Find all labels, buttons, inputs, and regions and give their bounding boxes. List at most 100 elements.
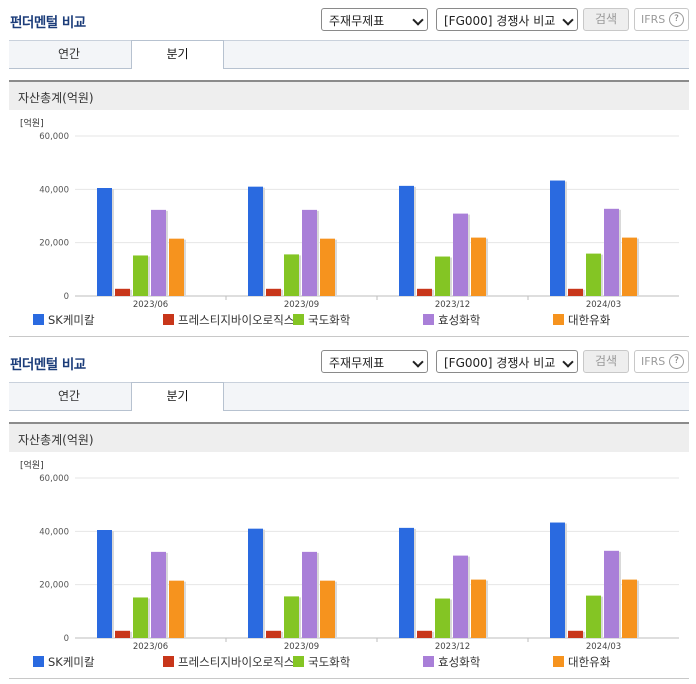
legend-label: 국도화학 xyxy=(308,655,351,669)
legend-label: SK케미칼 xyxy=(48,655,95,669)
bar xyxy=(97,188,112,296)
bar-chart: [억원] 0 20,000 40,000 60,000 2023/06 2023/09 202… xyxy=(20,117,679,310)
statement-select-value: 주재무제표 xyxy=(329,356,385,370)
bar xyxy=(169,238,184,296)
legend-swatch xyxy=(293,656,304,667)
legend-swatch xyxy=(423,314,434,325)
ifrs-label: IFRS xyxy=(641,355,666,368)
legend-swatch xyxy=(553,314,564,325)
legend-swatch xyxy=(163,656,174,667)
legend-swatch xyxy=(553,656,564,667)
bar xyxy=(604,208,619,296)
bar xyxy=(302,209,317,296)
y-tick-label: 0 xyxy=(64,634,69,644)
fundamental-panel-1: 펀더멘털 비교 주재무제표 [FG000] 경쟁사 비교 검색 IFRS ? 연… xyxy=(9,8,689,337)
compare-select[interactable]: [FG000] 경쟁사 비교 xyxy=(436,350,578,373)
tab-annual[interactable]: 연간 xyxy=(57,47,81,61)
bar xyxy=(97,530,112,638)
search-button[interactable]: 검색 xyxy=(583,8,629,31)
x-tick-label: 2023/06 xyxy=(133,300,168,310)
bar xyxy=(453,555,468,638)
period-tabs: 연간 분기 xyxy=(9,40,689,69)
y-tick-label: 40,000 xyxy=(39,185,69,195)
bar xyxy=(266,630,281,638)
y-tick-label: 20,000 xyxy=(39,239,69,249)
x-tick-label: 2023/09 xyxy=(284,300,319,310)
y-tick-label: 0 xyxy=(64,292,69,302)
unit-label: [억원] xyxy=(20,459,44,471)
bar xyxy=(284,596,299,638)
legend-label: 효성화학 xyxy=(438,655,481,669)
bar xyxy=(115,288,130,296)
y-tick-label: 20,000 xyxy=(39,581,69,591)
legend-swatch xyxy=(33,314,44,325)
bar xyxy=(417,630,432,638)
bar xyxy=(248,186,263,296)
legend-label: SK케미칼 xyxy=(48,313,95,327)
x-tick-label: 2024/03 xyxy=(586,300,621,310)
section-header: 자산총계(억원) xyxy=(9,80,689,110)
bar xyxy=(320,580,335,638)
chevron-down-icon xyxy=(562,356,574,368)
period-tabs: 연간 분기 xyxy=(9,382,689,411)
statement-select[interactable]: 주재무제표 xyxy=(321,350,428,373)
tab-quarter[interactable]: 분기 xyxy=(131,40,224,69)
search-button[interactable]: 검색 xyxy=(583,350,629,373)
bar xyxy=(133,597,148,638)
bar xyxy=(399,527,414,638)
bar xyxy=(435,598,450,638)
bar xyxy=(133,255,148,296)
help-icon[interactable]: ? xyxy=(669,12,684,27)
bar xyxy=(284,254,299,296)
bar-chart: [억원] 0 20,000 40,000 60,000 2023/06 2023/09 202… xyxy=(20,459,679,652)
bar xyxy=(169,580,184,638)
compare-select[interactable]: [FG000] 경쟁사 비교 xyxy=(436,8,578,31)
compare-select-value: [FG000] 경쟁사 비교 xyxy=(444,356,556,370)
unit-label: [억원] xyxy=(20,117,44,129)
statement-select[interactable]: 주재무제표 xyxy=(321,8,428,31)
legend-swatch xyxy=(163,314,174,325)
legend-swatch xyxy=(423,656,434,667)
x-tick-label: 2023/09 xyxy=(284,642,319,652)
bar xyxy=(302,551,317,638)
bar xyxy=(622,237,637,296)
ifrs-button[interactable]: IFRS ? xyxy=(634,350,689,373)
tab-quarter[interactable]: 분기 xyxy=(131,382,224,411)
legend-swatch xyxy=(33,656,44,667)
bar xyxy=(399,185,414,296)
section-title: 자산총계(억원) xyxy=(18,91,94,105)
section-title: 자산총계(억원) xyxy=(18,433,94,447)
bar xyxy=(248,528,263,638)
bar xyxy=(550,180,565,296)
divider xyxy=(9,678,689,679)
legend-label: 프레스티지바이오로직스 xyxy=(178,655,295,669)
widget-title: 펀더멘털 비교 xyxy=(10,357,86,373)
bar xyxy=(622,579,637,638)
statement-select-value: 주재무제표 xyxy=(329,14,385,28)
chevron-down-icon xyxy=(412,356,424,368)
help-icon[interactable]: ? xyxy=(669,354,684,369)
bar xyxy=(435,256,450,296)
bar xyxy=(151,551,166,638)
y-tick-label: 40,000 xyxy=(39,527,69,537)
ifrs-button[interactable]: IFRS ? xyxy=(634,8,689,31)
bar xyxy=(115,630,130,638)
section-header: 자산총계(억원) xyxy=(9,422,689,452)
bar xyxy=(417,288,432,296)
x-tick-label: 2023/06 xyxy=(133,642,168,652)
bar xyxy=(568,630,583,638)
divider xyxy=(9,336,689,337)
bar xyxy=(586,253,601,296)
bar xyxy=(604,550,619,638)
widget-title: 펀더멘털 비교 xyxy=(10,15,86,31)
x-tick-label: 2023/12 xyxy=(435,642,470,652)
legend-label: 대한유화 xyxy=(568,655,611,669)
legend-swatch xyxy=(293,314,304,325)
bar xyxy=(453,213,468,296)
bar xyxy=(151,209,166,296)
bar xyxy=(266,288,281,296)
chevron-down-icon xyxy=(562,14,574,26)
x-tick-label: 2023/12 xyxy=(435,300,470,310)
bar xyxy=(471,237,486,296)
tab-annual[interactable]: 연간 xyxy=(57,389,81,403)
